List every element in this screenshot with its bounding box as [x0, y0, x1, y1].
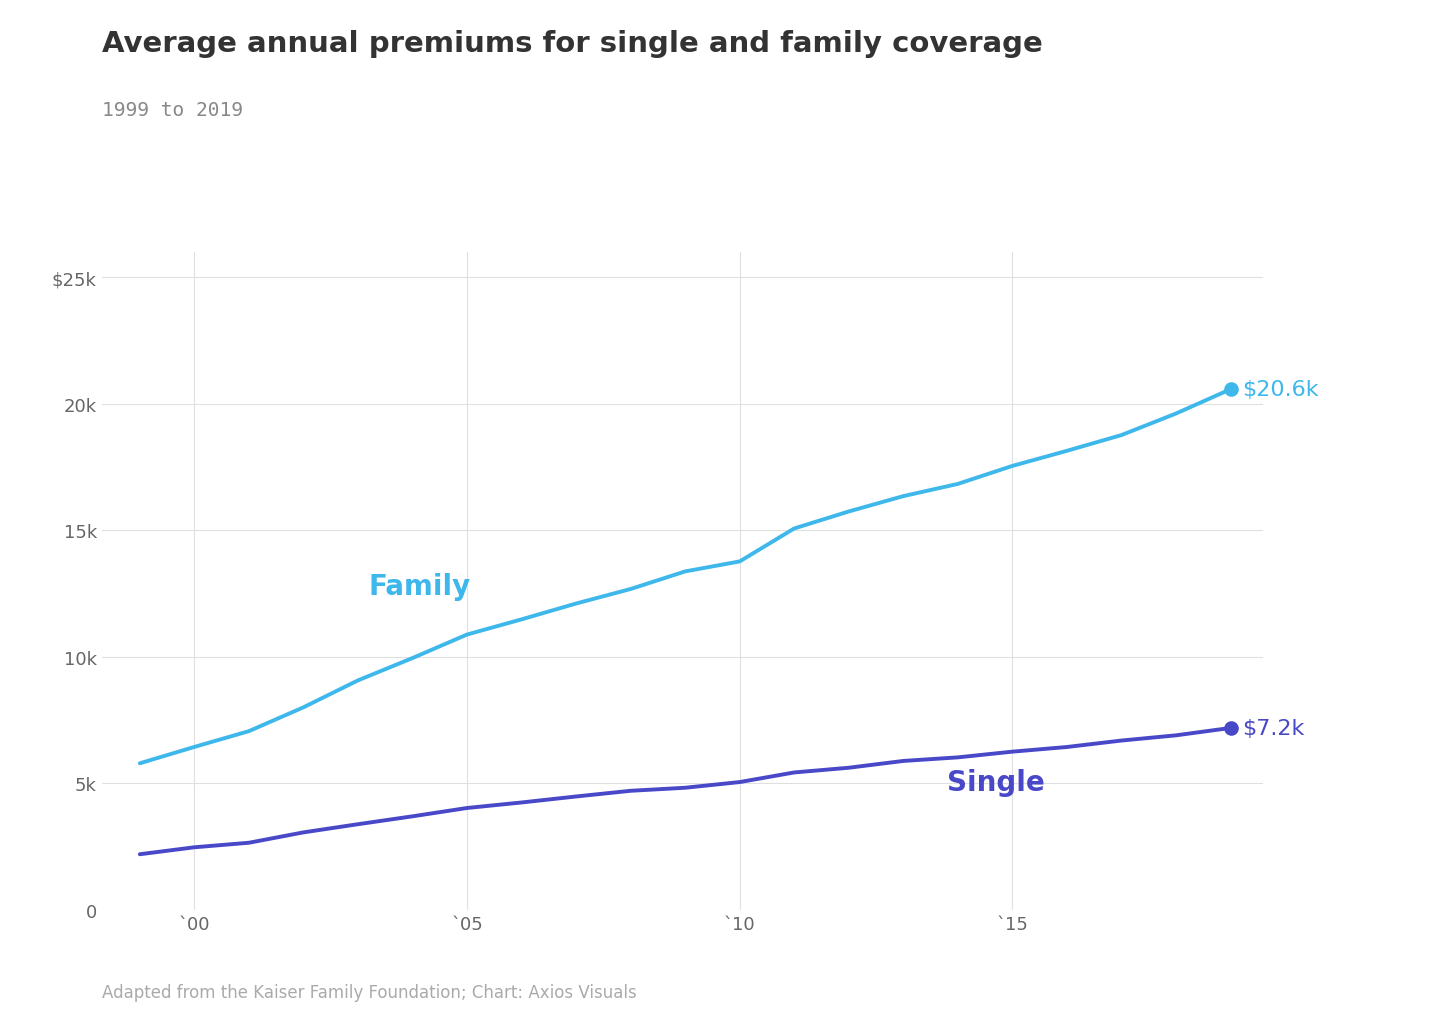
- Text: Single: Single: [947, 768, 1044, 797]
- Point: [1218, 720, 1241, 736]
- Point: [1218, 382, 1241, 398]
- Text: Average annual premiums for single and family coverage: Average annual premiums for single and f…: [102, 30, 1043, 59]
- Text: 1999 to 2019: 1999 to 2019: [102, 101, 242, 120]
- Text: Family: Family: [369, 572, 470, 601]
- Text: Adapted from the Kaiser Family Foundation; Chart: Axios Visuals: Adapted from the Kaiser Family Foundatio…: [102, 983, 636, 1001]
- Text: $20.6k: $20.6k: [1241, 380, 1318, 399]
- Text: $7.2k: $7.2k: [1241, 718, 1304, 738]
